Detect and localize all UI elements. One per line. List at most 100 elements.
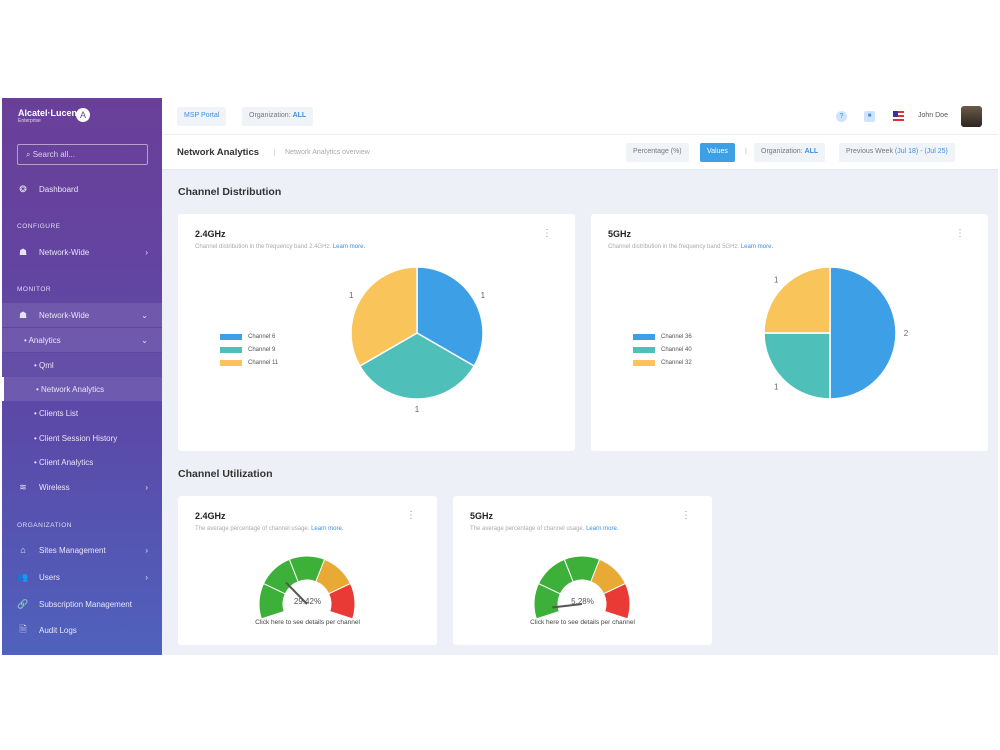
details-link[interactable]: Click here to see details per channel <box>255 619 360 626</box>
pie-slice[interactable] <box>416 266 484 368</box>
gauge-needle <box>552 603 583 609</box>
notification-icon[interactable]: ■ <box>864 111 875 122</box>
sidebar-item-analytics[interactable]: • Analytics ⌄ <box>2 328 162 352</box>
pie-chart: 2 1 1 <box>763 266 909 400</box>
sidebar-item-client-analytics[interactable]: • Client Analytics <box>34 457 94 467</box>
learn-more-link[interactable]: Learn more. <box>740 244 774 250</box>
pie-slice[interactable] <box>763 332 831 400</box>
avatar[interactable] <box>961 106 982 127</box>
gauge-value: 5.28% <box>571 597 594 606</box>
label: Network-Wide <box>39 310 90 320</box>
dashboard-icon: ❂ <box>19 183 27 194</box>
card-description: The average percentage of channel usage.… <box>195 526 344 532</box>
label: Clients List <box>39 408 79 418</box>
period-value: (Jul 18) - (Jul 25) <box>894 148 948 155</box>
label: Sites Management <box>39 545 106 555</box>
sidebar: Alcatel·Lucent Enterprise A ⌕ Search all.… <box>2 98 162 655</box>
legend: Channel 36 Channel 40 Channel 32 <box>633 330 692 369</box>
legend-label: Channel 11 <box>248 359 279 366</box>
card-description: Channel distribution in the frequency ba… <box>195 244 366 250</box>
learn-more-link[interactable]: Learn more. <box>311 526 344 532</box>
search-input[interactable]: ⌕ Search all... <box>17 144 148 165</box>
legend-item[interactable]: Channel 32 <box>633 356 692 369</box>
sidebar-item-monitor-network-wide[interactable]: ☗ Network-Wide ⌄ <box>2 303 162 327</box>
more-menu-icon[interactable]: ⋮ <box>542 228 552 239</box>
learn-more-link[interactable]: Learn more. <box>332 244 366 250</box>
document-icon: 🗎 <box>19 624 27 634</box>
pie-slice[interactable] <box>829 266 897 400</box>
sidebar-item-wireless[interactable]: ≋ Wireless › <box>2 475 162 499</box>
legend: Channel 6 Channel 9 Channel 11 <box>220 330 278 369</box>
brand-name: Alcatel·Lucent <box>18 108 81 118</box>
percentage-toggle[interactable]: Percentage (%) <box>626 143 689 162</box>
brand-logo[interactable]: Alcatel·Lucent Enterprise <box>18 108 80 124</box>
legend-item[interactable]: Channel 6 <box>220 330 278 343</box>
pie-slice[interactable] <box>350 266 418 368</box>
period-filter[interactable]: Previous Week (Jul 18) - (Jul 25) <box>839 143 955 162</box>
legend-swatch <box>220 346 242 353</box>
label: Users <box>39 572 60 582</box>
gauge-card-5ghz: 5GHz The average percentage of channel u… <box>453 496 712 645</box>
legend-swatch <box>220 359 242 366</box>
legend-swatch <box>633 359 655 366</box>
breadcrumb: Network Analytics overview <box>274 149 370 156</box>
sidebar-item-network-analytics[interactable]: • Network Analytics <box>2 377 162 401</box>
org-value: ALL <box>804 148 819 155</box>
organization-filter[interactable]: Organization: ALL <box>754 143 826 162</box>
organization-selector[interactable]: Organization: ALL <box>242 107 314 126</box>
label: Qml <box>39 360 54 370</box>
top-bar: MSP Portal Organization: ALL ? ■ John Do… <box>162 98 998 135</box>
page-header: Network Analytics Network Analytics over… <box>162 135 998 170</box>
sidebar-item-clients-list[interactable]: • Clients List <box>34 408 79 418</box>
gauge <box>258 555 356 620</box>
slice-label: 2 <box>904 329 909 338</box>
pie-slice[interactable] <box>763 266 831 334</box>
gauge-value: 29.42% <box>293 597 322 606</box>
sidebar-item-audit-logs[interactable]: 🗎 Audit Logs <box>2 618 162 642</box>
legend-label: Channel 6 <box>248 333 276 340</box>
page-title: Network Analytics <box>177 147 260 158</box>
card-description: Channel distribution in the frequency ba… <box>608 244 774 250</box>
legend-label: Channel 32 <box>661 359 692 366</box>
legend-item[interactable]: Channel 36 <box>633 330 692 343</box>
legend-label: Channel 36 <box>661 333 692 340</box>
gauge-segment <box>603 582 631 620</box>
sidebar-item-users[interactable]: 👥 Users › <box>2 565 162 589</box>
legend-item[interactable]: Channel 11 <box>220 356 278 369</box>
us-flag-icon[interactable] <box>893 111 904 122</box>
gauge-needle <box>285 581 308 605</box>
sidebar-item-client-session-history[interactable]: • Client Session History <box>34 433 118 443</box>
card-title: 2.4GHz <box>195 511 226 521</box>
slice-label: 1 <box>415 405 420 414</box>
pie-chart: 1 1 1 <box>349 266 486 414</box>
details-link[interactable]: Click here to see details per channel <box>530 619 635 626</box>
help-icon[interactable]: ? <box>836 111 847 122</box>
more-menu-icon[interactable]: ⋮ <box>406 510 416 521</box>
legend-label: Channel 9 <box>248 346 276 353</box>
msp-portal-button[interactable]: MSP Portal <box>177 107 227 126</box>
legend-item[interactable]: Channel 9 <box>220 343 278 356</box>
sidebar-item-qml[interactable]: • Qml <box>2 353 162 377</box>
period-label: Previous Week <box>846 148 893 155</box>
chevron-right-icon: › <box>145 572 148 582</box>
legend-item[interactable]: Channel 40 <box>633 343 692 356</box>
app-window: Alcatel·Lucent Enterprise A ⌕ Search all.… <box>2 98 998 655</box>
label: Network-Wide <box>39 247 90 257</box>
learn-more-link[interactable]: Learn more. <box>586 526 619 532</box>
sidebar-item-subscription[interactable]: 🔗 Subscription Management <box>2 592 162 616</box>
card-description: The average percentage of channel usage.… <box>470 526 619 532</box>
sidebar-item-sites[interactable]: ⌂ Sites Management › <box>2 538 162 562</box>
values-toggle[interactable]: Values <box>700 143 735 162</box>
slice-label: 1 <box>774 275 779 284</box>
legend-swatch <box>633 333 655 340</box>
section-organization: ORGANIZATION <box>17 522 72 529</box>
sidebar-item-config-network-wide[interactable]: ☗ Network-Wide › <box>2 240 162 264</box>
label: • Analytics <box>24 335 61 345</box>
more-menu-icon[interactable]: ⋮ <box>681 510 691 521</box>
more-menu-icon[interactable]: ⋮ <box>955 228 965 239</box>
chevron-down-icon: ⌄ <box>141 335 148 345</box>
legend-swatch <box>220 333 242 340</box>
pie-slice[interactable] <box>358 332 476 400</box>
sidebar-item-dashboard[interactable]: ❂ Dashboard <box>2 177 162 201</box>
user-name[interactable]: John Doe <box>918 112 948 119</box>
